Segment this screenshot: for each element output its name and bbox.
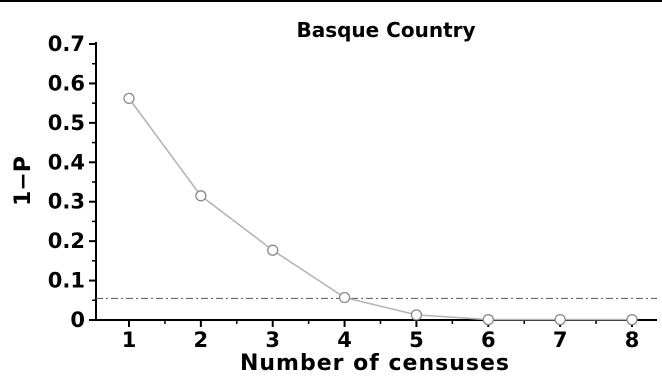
x-tick-label: 6 — [481, 328, 496, 352]
data-point — [626, 313, 638, 326]
data-point — [410, 309, 423, 321]
y-tick-label: 0.3 — [48, 190, 85, 214]
y-tick-label: 0.6 — [48, 71, 85, 95]
x-axis-title: Number of censuses — [240, 351, 510, 376]
x-tick-label: 5 — [409, 328, 424, 352]
data-point — [123, 92, 135, 105]
data-point — [554, 313, 566, 326]
data-point — [338, 291, 351, 304]
y-tick-label: 0.1 — [48, 269, 85, 293]
data-point — [195, 190, 207, 202]
x-tick-label: 3 — [265, 328, 280, 352]
x-tick-label: 2 — [194, 328, 209, 352]
x-tick-label: 1 — [122, 328, 137, 352]
y-tick-label: 0.5 — [48, 111, 85, 135]
data-point — [482, 313, 494, 326]
x-tick-label: 7 — [553, 328, 568, 352]
series-line — [128, 97, 632, 321]
y-tick-label: 0.7 — [48, 32, 85, 56]
data-point — [267, 244, 279, 256]
chart-title: Basque Country — [296, 18, 475, 42]
y-tick-label: 0.4 — [48, 150, 85, 174]
y-tick-label: 0 — [70, 308, 85, 332]
plot-area: 0 0.1 0.2 0.3 0.4 0.5 0.6 0.7 1 2 3 4 5 6 7 8 — [48, 32, 657, 352]
y-tick-label: 0.2 — [48, 229, 85, 253]
x-tick-label: 4 — [337, 328, 352, 352]
x-tick-label: 8 — [625, 328, 640, 352]
y-axis-title: 1−P — [11, 156, 36, 206]
